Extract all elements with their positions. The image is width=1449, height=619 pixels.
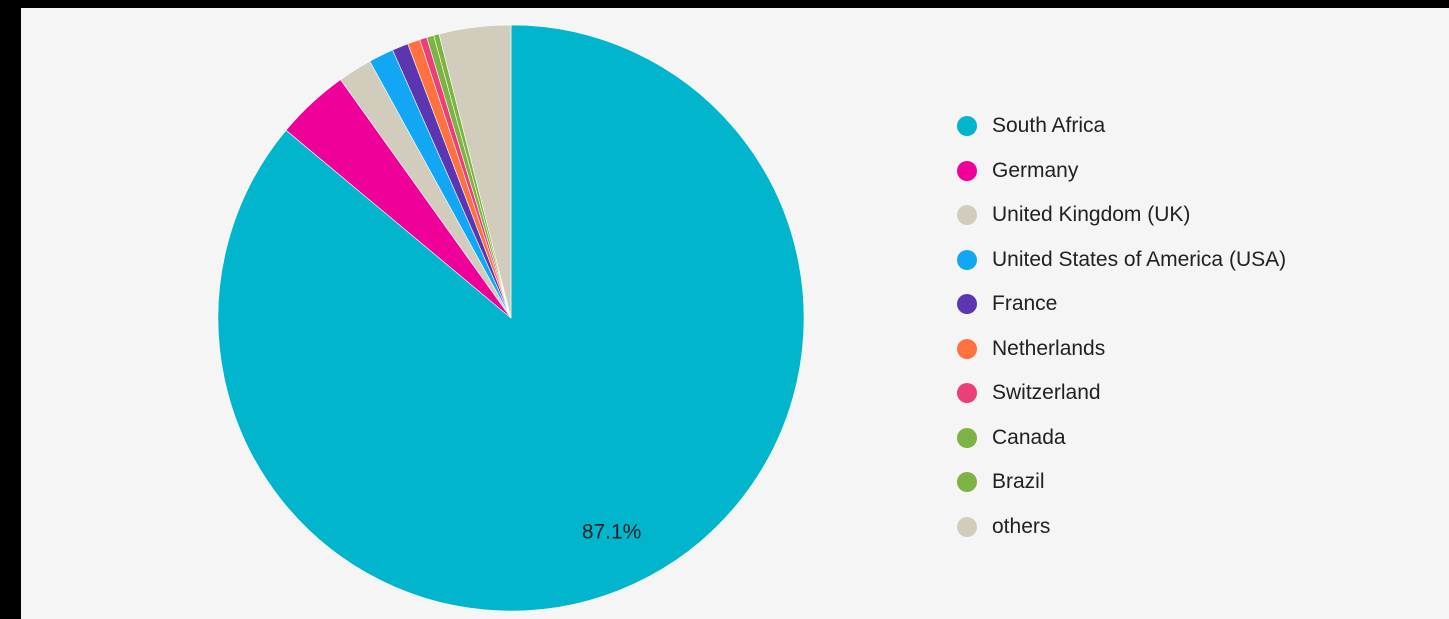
legend-swatch <box>957 427 977 448</box>
pie-chart: 87.1% <box>217 24 805 612</box>
legend-label: Switzerland <box>992 381 1101 405</box>
legend-swatch <box>957 116 977 137</box>
legend-swatch <box>957 160 977 181</box>
legend-label: United Kingdom (UK) <box>992 203 1191 227</box>
slice-percent-label: 87.1% <box>582 521 642 544</box>
legend-swatch <box>957 249 977 270</box>
legend-label: others <box>992 514 1051 538</box>
legend-label: South Africa <box>992 114 1106 138</box>
legend-swatch <box>957 383 977 404</box>
legend-swatch <box>957 472 977 493</box>
legend-item[interactable]: Switzerland <box>957 371 1286 416</box>
legend-item[interactable]: Germany <box>957 149 1286 194</box>
legend-label: Germany <box>992 158 1079 182</box>
legend-item[interactable]: South Africa <box>957 104 1286 149</box>
legend-item[interactable]: France <box>957 282 1286 327</box>
legend-label: France <box>992 292 1058 316</box>
legend-swatch <box>957 338 977 359</box>
legend-label: Netherlands <box>992 336 1106 360</box>
legend-swatch <box>957 516 977 537</box>
legend-label: Canada <box>992 425 1066 449</box>
chart-panel: 87.1% South Africa Germany United Kingdom … <box>21 8 1449 619</box>
legend-label: Brazil <box>992 470 1045 494</box>
legend-item[interactable]: Brazil <box>957 460 1286 505</box>
legend-item[interactable]: Canada <box>957 416 1286 461</box>
legend-swatch <box>957 294 977 315</box>
pie-slices <box>217 24 805 612</box>
legend-item[interactable]: Netherlands <box>957 327 1286 372</box>
legend-label: United States of America (USA) <box>992 247 1287 271</box>
pie-slice-others[interactable] <box>438 24 512 319</box>
legend-item[interactable]: others <box>957 505 1286 550</box>
legend-item[interactable]: United States of America (USA) <box>957 238 1286 283</box>
pie-slice-labels: 87.1% <box>582 521 642 544</box>
chart-legend: South Africa Germany United Kingdom (UK) Un… <box>957 104 1286 549</box>
legend-swatch <box>957 205 977 226</box>
legend-item[interactable]: United Kingdom (UK) <box>957 193 1286 238</box>
